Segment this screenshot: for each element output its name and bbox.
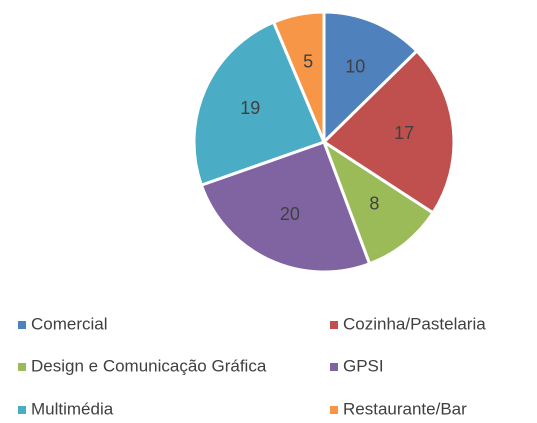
data-label: 20: [280, 204, 300, 224]
data-label: 10: [345, 56, 365, 76]
legend-swatch: [330, 406, 338, 414]
data-label: 5: [303, 52, 313, 72]
legend-label: GPSI: [343, 356, 384, 375]
pie-slice: [322, 10, 419, 146]
legend-label: Cozinha/Pastelaria: [343, 314, 486, 333]
pie-slice: [199, 140, 372, 274]
legend-swatch: [18, 321, 26, 329]
pie-slice: [192, 20, 326, 188]
legend-swatch: [330, 321, 338, 329]
pie-slice: [271, 10, 326, 143]
pie-slice: [321, 48, 456, 215]
legend-swatch: [18, 363, 26, 371]
legend-label: Restaurante/Bar: [343, 399, 467, 418]
legend-label: Multimédia: [31, 399, 114, 418]
legend-label: Comercial: [31, 314, 108, 333]
legend-swatch: [18, 406, 26, 414]
pie-slice: [320, 138, 436, 266]
data-label: 19: [240, 98, 260, 118]
legend-label: Design e Comunicação Gráfica: [31, 356, 267, 375]
data-label: 8: [369, 194, 379, 214]
data-label: 17: [394, 123, 414, 143]
legend-swatch: [330, 363, 338, 371]
